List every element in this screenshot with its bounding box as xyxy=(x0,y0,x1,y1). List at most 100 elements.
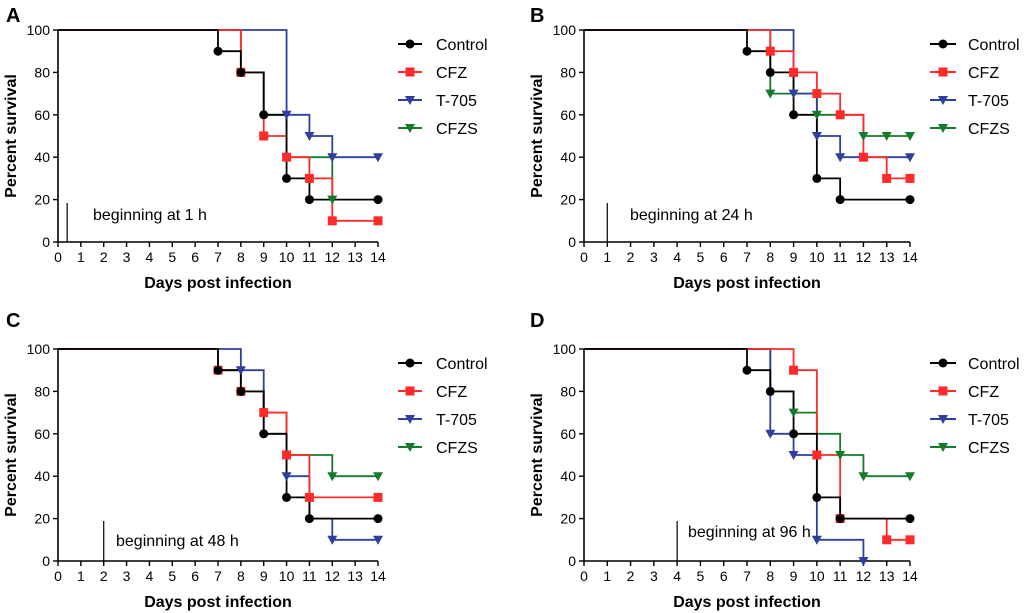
data-point-control xyxy=(213,365,223,375)
data-point-cfz xyxy=(259,408,269,418)
data-point-t-705 xyxy=(788,451,799,460)
x-tick-label: 0 xyxy=(54,249,62,265)
treatment-start-annotation: beginning at 96 h xyxy=(688,524,811,541)
y-tick-label: 60 xyxy=(34,426,50,442)
data-point-cfz xyxy=(304,492,314,502)
data-point-t-705 xyxy=(373,153,383,163)
legend-label-cfzs: CFZS xyxy=(968,440,1010,457)
y-axis-title: Percent survival xyxy=(3,393,20,517)
data-point-control xyxy=(259,429,269,439)
data-point-cfzs xyxy=(905,472,915,482)
data-point-control xyxy=(812,492,822,502)
legend-marker-t-705 xyxy=(405,415,415,424)
legend-marker-t-705 xyxy=(938,415,948,424)
y-tick-label: 20 xyxy=(34,192,50,208)
series-line-t-705 xyxy=(58,348,378,541)
legend-marker-t-705 xyxy=(938,96,948,105)
x-tick-label: 14 xyxy=(902,249,918,265)
x-tick-label: 7 xyxy=(743,568,751,584)
data-point-control xyxy=(373,514,383,524)
x-axis-title: Days post infection xyxy=(144,594,292,611)
panel-letter: A xyxy=(6,5,20,27)
legend-label-cfzs: CFZS xyxy=(436,121,478,138)
x-tick-label: 12 xyxy=(856,568,872,584)
x-tick-label: 10 xyxy=(809,568,825,584)
legend: Control CFZ T-705 CFZS xyxy=(930,356,1020,457)
data-point-cfzs xyxy=(788,408,799,418)
legend-marker-cfzs xyxy=(938,124,948,133)
x-tick-label: 4 xyxy=(146,568,154,584)
data-point-cfzs xyxy=(858,472,869,482)
x-tick-label: 2 xyxy=(627,249,635,265)
legend-marker-cfz xyxy=(938,67,948,77)
data-point-cfz xyxy=(327,216,337,226)
y-tick-label: 40 xyxy=(560,468,576,484)
x-tick-label: 0 xyxy=(580,249,588,265)
data-point-cfz xyxy=(282,450,292,460)
y-tick-label: 60 xyxy=(34,107,50,123)
legend-label-cfz: CFZ xyxy=(968,65,999,82)
x-tick-label: 5 xyxy=(168,568,176,584)
x-tick-label: 13 xyxy=(879,249,895,265)
x-tick-label: 6 xyxy=(720,568,728,584)
x-tick-label: 6 xyxy=(191,249,199,265)
x-tick-label: 7 xyxy=(214,568,222,584)
legend-label-control: Control xyxy=(436,37,488,54)
data-point-cfz xyxy=(858,152,868,162)
panel-letter: B xyxy=(530,5,544,27)
x-axis-title: Days post infection xyxy=(673,275,821,292)
y-tick-label: 20 xyxy=(560,511,576,527)
x-tick-label: 5 xyxy=(697,249,705,265)
y-tick-label: 0 xyxy=(568,234,576,250)
data-point-cfzs xyxy=(373,472,383,482)
data-point-t-705 xyxy=(327,153,338,163)
y-tick-label: 20 xyxy=(34,511,50,527)
data-point-cfz xyxy=(905,173,915,183)
x-tick-label: 11 xyxy=(833,568,848,584)
x-tick-label: 12 xyxy=(856,249,872,265)
data-point-control xyxy=(742,46,752,56)
x-tick-label: 12 xyxy=(324,568,340,584)
legend-label-cfz: CFZ xyxy=(436,65,467,82)
legend-marker-cfzs xyxy=(405,443,415,452)
legend-marker-cfzs xyxy=(938,443,948,452)
x-tick-label: 0 xyxy=(580,568,588,584)
x-tick-label: 5 xyxy=(168,249,176,265)
data-point-t-705 xyxy=(858,557,869,566)
x-tick-label: 14 xyxy=(370,249,386,265)
x-tick-label: 3 xyxy=(650,249,658,265)
treatment-start-annotation: beginning at 1 h xyxy=(93,207,207,224)
data-point-control xyxy=(373,195,383,205)
x-tick-label: 10 xyxy=(279,249,295,265)
x-tick-label: 6 xyxy=(191,568,199,584)
x-tick-label: 11 xyxy=(302,568,317,584)
legend-label-cfzs: CFZS xyxy=(436,440,478,457)
x-tick-label: 1 xyxy=(77,249,85,265)
y-tick-label: 60 xyxy=(560,426,576,442)
data-point-cfz xyxy=(789,67,799,77)
data-point-t-705 xyxy=(281,110,292,120)
data-point-cfzs xyxy=(881,132,892,141)
data-point-control xyxy=(213,46,223,56)
data-point-cfz xyxy=(812,89,822,99)
data-point-control xyxy=(282,492,292,502)
data-point-t-705 xyxy=(905,153,915,163)
x-tick-label: 8 xyxy=(237,249,245,265)
series-line-cfz xyxy=(584,348,910,541)
x-axis-title: Days post infection xyxy=(144,275,292,292)
x-tick-label: 6 xyxy=(720,249,728,265)
data-point-cfz xyxy=(905,535,915,545)
data-point-control xyxy=(812,173,822,183)
data-point-control xyxy=(789,110,799,120)
data-point-t-705 xyxy=(765,429,776,439)
x-axis-title: Days post infection xyxy=(673,594,821,611)
y-tick-label: 100 xyxy=(553,22,577,38)
legend-marker-t-705 xyxy=(405,96,415,105)
x-tick-label: 9 xyxy=(260,568,268,584)
x-tick-label: 1 xyxy=(77,568,85,584)
y-tick-label: 100 xyxy=(27,22,51,38)
x-tick-label: 3 xyxy=(123,568,131,584)
